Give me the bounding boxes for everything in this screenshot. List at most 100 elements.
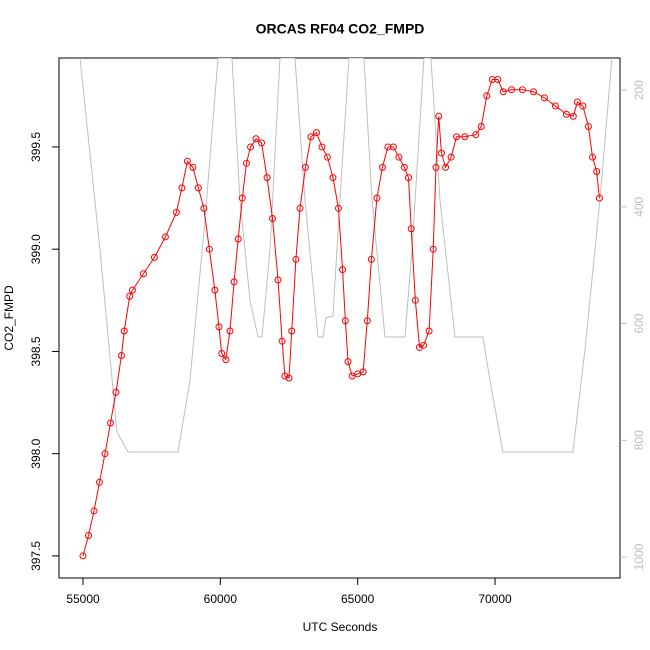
data-point [200, 204, 208, 212]
data-point [442, 163, 450, 171]
data-point [296, 204, 304, 212]
data-point [584, 123, 592, 131]
data-point [373, 194, 381, 202]
data-point [318, 143, 326, 151]
data-point [540, 94, 548, 102]
y2-tick-label: 1000 [632, 543, 646, 570]
data-point [226, 327, 234, 335]
y2-tick-label: 600 [632, 313, 646, 333]
data-point [339, 266, 347, 274]
x-tick-label: 65000 [341, 592, 375, 606]
data-point [242, 159, 250, 167]
data-point [518, 86, 526, 94]
data-point [447, 153, 455, 161]
data-point [334, 204, 342, 212]
data-point [378, 163, 386, 171]
data-point [117, 352, 125, 360]
chart-title: ORCAS RF04 CO2_FMPD [256, 21, 425, 37]
data-point [120, 327, 128, 335]
data-point [453, 133, 461, 141]
series-line [79, 58, 613, 453]
x-tick-label: 70000 [478, 592, 512, 606]
data-point [172, 208, 180, 216]
data-point [461, 133, 469, 141]
data-point [263, 174, 271, 182]
data-point [128, 286, 136, 294]
data-point [400, 163, 408, 171]
data-point [367, 255, 375, 263]
data-point [323, 153, 331, 161]
data-point [178, 184, 186, 192]
data-point [359, 368, 367, 376]
data-point [437, 149, 445, 157]
data-point [269, 215, 277, 223]
y-tick-label: 398.5 [29, 336, 43, 366]
y2-tick-label: 200 [632, 80, 646, 100]
data-point [551, 102, 559, 110]
data-point [432, 163, 440, 171]
data-point [529, 88, 537, 96]
data-point [234, 235, 242, 243]
data-point [278, 337, 286, 345]
y-tick-label: 399.0 [29, 234, 43, 264]
data-point [101, 450, 109, 458]
data-point [344, 358, 352, 366]
data-point [230, 278, 238, 286]
data-point [161, 233, 169, 241]
data-point [411, 296, 419, 304]
data-point [573, 98, 581, 106]
data-point [562, 110, 570, 118]
data-point [292, 255, 300, 263]
data-point [150, 253, 158, 261]
data-point [247, 143, 255, 151]
data-point [593, 167, 601, 175]
data-point [301, 163, 309, 171]
data-point [389, 143, 397, 151]
data-point [488, 75, 496, 83]
data-point [285, 374, 293, 382]
data-point [595, 194, 603, 202]
data-point [90, 507, 98, 515]
data-point [106, 419, 114, 427]
data-point [205, 245, 213, 253]
data-point [425, 327, 433, 335]
data-point [211, 286, 219, 294]
plot-frame [58, 57, 621, 579]
data-point [477, 123, 485, 131]
data-point [499, 88, 507, 96]
data-point [139, 270, 147, 278]
data-point [579, 102, 587, 110]
data-point [112, 388, 120, 396]
x-tick-label: 60000 [204, 592, 238, 606]
y2-tick-label: 800 [632, 430, 646, 450]
data-point [258, 139, 266, 147]
data-point [281, 372, 289, 380]
y-axis-label: CO2_FMPD [2, 285, 16, 351]
data-point [274, 276, 282, 284]
data-point [407, 225, 415, 233]
data-point [79, 552, 87, 560]
data-point [307, 133, 315, 141]
data-point [508, 86, 516, 94]
series-line [82, 78, 600, 557]
y2-tick-label: 400 [632, 196, 646, 216]
data-point [472, 131, 480, 139]
data-point [238, 194, 246, 202]
data-point [189, 163, 197, 171]
data-point [215, 323, 223, 331]
data-point [183, 157, 191, 165]
x-tick-label: 55000 [66, 592, 100, 606]
data-point [404, 174, 412, 182]
data-point [483, 92, 491, 100]
y-tick-label: 398.0 [29, 438, 43, 468]
data-point [218, 349, 226, 357]
data-point [429, 245, 437, 253]
data-point [194, 184, 202, 192]
data-point [329, 174, 337, 182]
y-tick-label: 397.5 [29, 541, 43, 571]
data-point [494, 75, 502, 83]
data-point [222, 356, 230, 364]
data-point [569, 112, 577, 120]
data-point [126, 292, 134, 300]
